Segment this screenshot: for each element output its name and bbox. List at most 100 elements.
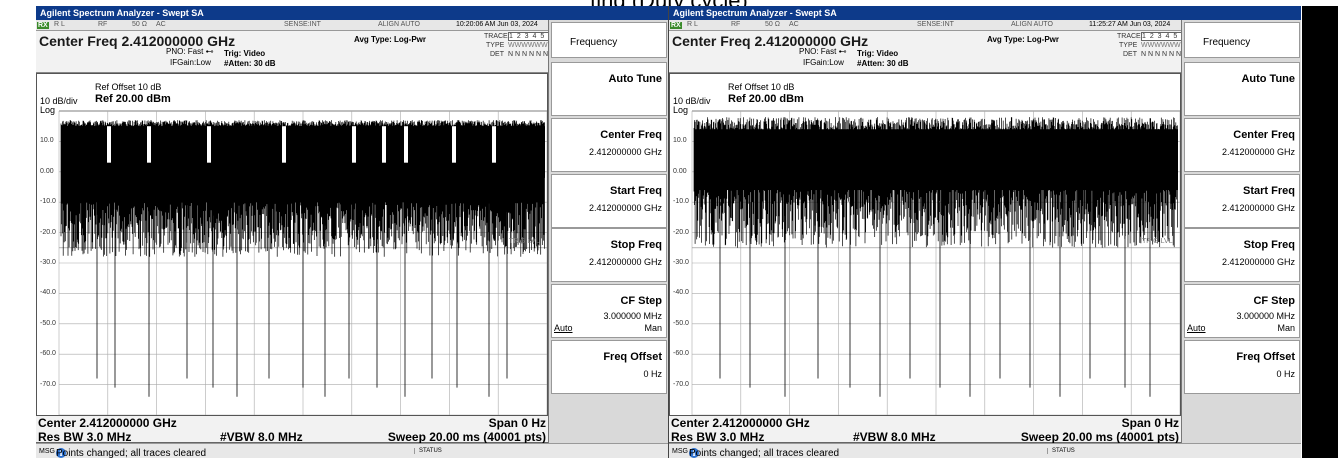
coupling-label: AC xyxy=(789,21,799,28)
settings-bar: Center Freq 2.412000000 GHz PNO: Fast ⊷ … xyxy=(669,31,1188,73)
burst-gap xyxy=(352,126,356,163)
sweep-readout: Sweep 20.00 ms (40001 pts) xyxy=(1020,430,1179,444)
softkey-value: 2.412000000 GHz xyxy=(1221,257,1295,267)
softkey-value: 2.412000000 GHz xyxy=(588,257,662,267)
log-label: Log xyxy=(40,105,56,115)
info-icon: i xyxy=(689,448,699,458)
rx-label: RX xyxy=(37,22,49,29)
softkey-freq-offset[interactable]: Freq Offset 0 Hz xyxy=(551,340,667,394)
softkey-label: Stop Freq xyxy=(610,239,662,251)
pno-arrow-icon: ⊷ xyxy=(205,47,214,56)
softkey-auto-tune[interactable]: Auto Tune xyxy=(1184,62,1300,116)
softkey-label: CF Step xyxy=(1253,295,1295,307)
ifgain-label: IFGain:Low xyxy=(170,58,211,67)
settings-bar: Center Freq 2.412000000 GHz PNO: Fast ⊷ … xyxy=(36,31,555,73)
y-tick-label: 0.00 xyxy=(673,167,687,175)
softkey-freq-offset[interactable]: Freq Offset 0 Hz xyxy=(1184,340,1300,394)
window-titlebar: Agilent Spectrum Analyzer - Swept SA xyxy=(669,6,1301,20)
rl-label: R L xyxy=(54,21,65,28)
center-freq-title[interactable]: Center Freq 2.412000000 GHz xyxy=(39,33,236,49)
avg-type-label: Avg Type: Log-Pwr xyxy=(987,35,1059,44)
pno-row: PNO: Fast ⊷ xyxy=(166,47,214,56)
det-label: DET xyxy=(1123,51,1137,58)
type-value: WWWWWW xyxy=(508,42,548,49)
log-label: Log xyxy=(673,105,689,115)
softkey-value: 2.412000000 GHz xyxy=(1221,147,1295,157)
status-label: STATUS xyxy=(1047,448,1075,454)
status-bar: RX R L RF 50 Ω AC SENSE:INT ALIGN AUTO 1… xyxy=(36,20,548,31)
y-tick-label: 0.00 xyxy=(40,167,54,175)
type-label: TYPE xyxy=(1119,42,1138,49)
spectrum-analyzer-window-right: Agilent Spectrum Analyzer - Swept SA RX … xyxy=(669,6,1301,458)
msg-text: Points changed; all traces cleared xyxy=(56,448,207,458)
cf-step-man-option[interactable]: Man xyxy=(644,323,662,333)
burst-gap xyxy=(452,126,456,163)
trace-label: TRACE xyxy=(484,33,508,40)
y-tick-label: -60.0 xyxy=(673,350,689,358)
window-title: Agilent Spectrum Analyzer - Swept SA xyxy=(673,8,837,18)
rf-label: RF xyxy=(98,21,108,28)
y-tick-label: -20.0 xyxy=(40,228,56,236)
ref-level-label: Ref 20.00 dBm xyxy=(95,93,171,105)
status-bar: RX R L RF 50 Ω AC SENSE:INT ALIGN AUTO 1… xyxy=(669,20,1181,31)
burst-gap xyxy=(492,126,496,163)
softkey-cf-step[interactable]: CF Step 3.000000 MHz Auto Man xyxy=(551,284,667,338)
res-bw-readout: Res BW 3.0 MHz xyxy=(671,430,765,444)
vbw-readout: #VBW 8.0 MHz xyxy=(853,430,936,444)
bottom-info-row-2: Res BW 3.0 MHz #VBW 8.0 MHz Sweep 20.00 … xyxy=(36,430,548,444)
avg-type-label: Avg Type: Log-Pwr xyxy=(354,35,426,44)
spectrum-plot[interactable]: Ref Offset 10 dB 10 dB/div Ref 20.00 dBm… xyxy=(669,73,1181,416)
pno-row: PNO: Fast ⊷ xyxy=(799,47,847,56)
message-bar: MSG i Points changed; all traces cleared… xyxy=(36,443,668,458)
softkey-stop-freq[interactable]: Stop Freq 2.412000000 GHz xyxy=(1184,228,1300,282)
trig-level-marker: TRIG LVL xyxy=(509,238,540,245)
bottom-info-row-2: Res BW 3.0 MHz #VBW 8.0 MHz Sweep 20.00 … xyxy=(669,430,1181,444)
y-tick-label: -40.0 xyxy=(40,289,56,297)
y-tick-label: -60.0 xyxy=(40,350,56,358)
softkey-start-freq[interactable]: Start Freq 2.412000000 GHz xyxy=(1184,174,1300,228)
msg-text: Points changed; all traces cleared xyxy=(689,448,840,458)
spectrum-plot[interactable]: Ref Offset 10 dB 10 dB/div Ref 20.00 dBm… xyxy=(36,73,548,416)
y-tick-label: -10.0 xyxy=(673,198,689,206)
pno-label: PNO: Fast xyxy=(799,47,837,56)
type-label: TYPE xyxy=(486,42,505,49)
softkey-label: Auto Tune xyxy=(608,73,662,85)
y-tick-label: 10.0 xyxy=(40,137,54,145)
msg-label: MSG xyxy=(672,448,688,455)
det-value: N N N N N N xyxy=(508,51,549,58)
burst-gap xyxy=(147,126,151,163)
res-bw-readout: Res BW 3.0 MHz xyxy=(38,430,132,444)
cf-step-man-option[interactable]: Man xyxy=(1277,323,1295,333)
impedance-label: 50 Ω xyxy=(765,21,780,28)
softkey-label: Start Freq xyxy=(1243,185,1295,197)
burst-gap xyxy=(207,126,211,163)
cf-step-auto-option[interactable]: Auto xyxy=(554,323,573,333)
y-tick-label: -50.0 xyxy=(40,319,56,327)
center-freq-title[interactable]: Center Freq 2.412000000 GHz xyxy=(672,33,869,49)
panel-divider xyxy=(668,6,669,458)
softkey-label: Freq Offset xyxy=(1236,351,1295,363)
scale-label: 10 dB/div xyxy=(40,96,78,106)
softkey-value: 2.412000000 GHz xyxy=(588,203,662,213)
softkey-auto-tune[interactable]: Auto Tune xyxy=(551,62,667,116)
y-tick-label: 10.0 xyxy=(673,137,687,145)
softkey-center-freq[interactable]: Center Freq 2.412000000 GHz xyxy=(551,118,667,172)
y-tick-label: -70.0 xyxy=(40,380,56,388)
cf-step-auto-option[interactable]: Auto xyxy=(1187,323,1206,333)
align-label: ALIGN AUTO xyxy=(1011,21,1053,28)
type-value: WWWWWW xyxy=(1141,42,1181,49)
frequency-softkey-menu: Frequency Auto Tune Center Freq 2.41200000… xyxy=(548,20,668,443)
bottom-info-row-1: Center 2.412000000 GHz Span 0 Hz xyxy=(36,416,548,430)
spectrum-analyzer-window-left: Agilent Spectrum Analyzer - Swept SA RX … xyxy=(36,6,668,458)
span-readout: Span 0 Hz xyxy=(1121,416,1179,430)
trig-label: Trig: Video xyxy=(224,49,266,58)
softkey-center-freq[interactable]: Center Freq 2.412000000 GHz xyxy=(1184,118,1300,172)
softkey-cf-step[interactable]: CF Step 3.000000 MHz Auto Man xyxy=(1184,284,1300,338)
burst-gap xyxy=(382,126,386,163)
softkey-value: 0 Hz xyxy=(643,369,662,379)
softkey-stop-freq[interactable]: Stop Freq 2.412000000 GHz xyxy=(551,228,667,282)
center-frequency-readout: Center 2.412000000 GHz xyxy=(671,416,810,430)
softkey-value: 0 Hz xyxy=(1276,369,1295,379)
trace-graph xyxy=(691,110,1180,415)
softkey-start-freq[interactable]: Start Freq 2.412000000 GHz xyxy=(551,174,667,228)
